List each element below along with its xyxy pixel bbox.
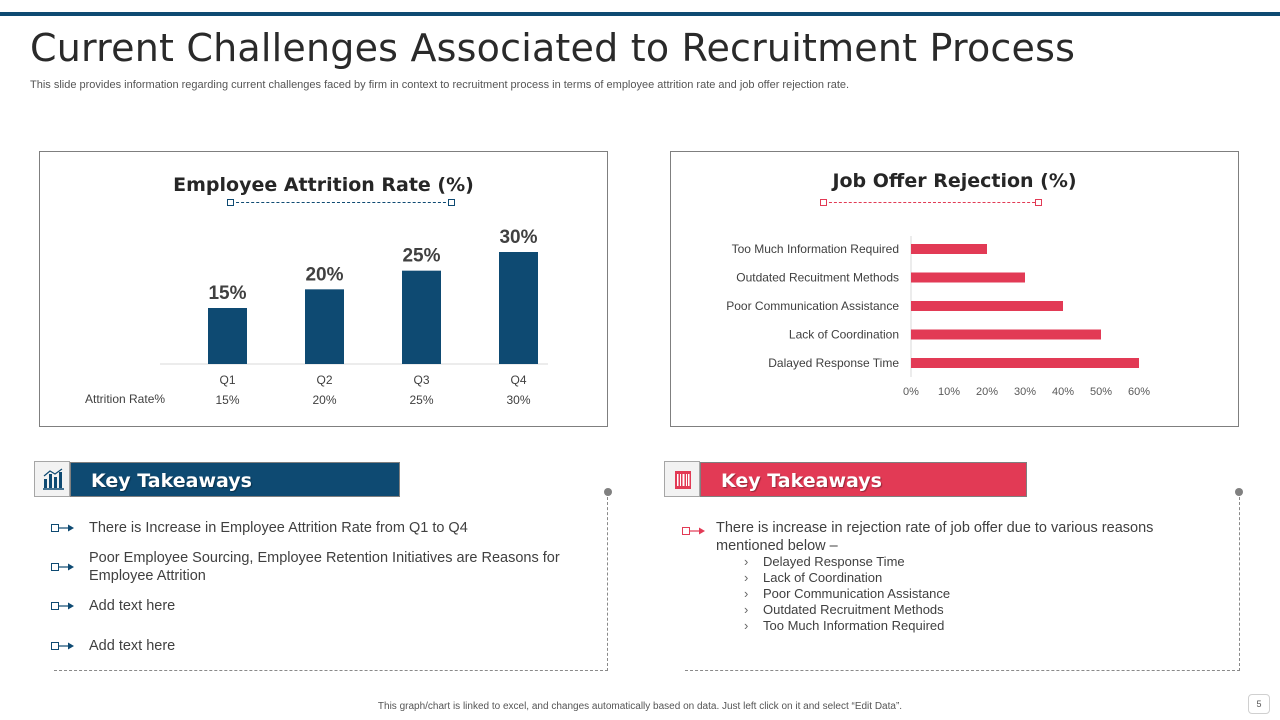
- x-tick-label: 10%: [938, 386, 960, 398]
- divider-handle-left: [227, 199, 234, 206]
- chevron-right-icon: ›: [744, 586, 749, 601]
- hbar-3: [911, 301, 1063, 311]
- takeaway-left-item-2: Poor Employee Sourcing, Employee Retenti…: [89, 550, 560, 584]
- x-tick-label: Q1: [219, 373, 235, 387]
- list-item: › Too Much Information Required: [744, 618, 945, 633]
- bar-data-label: 15%: [208, 283, 246, 304]
- bar-data-label: 25%: [402, 246, 440, 267]
- arrow-bullet-icon: [682, 527, 705, 535]
- barcode-icon: [664, 461, 700, 497]
- x-tick-label: Q2: [316, 373, 332, 387]
- x-tick-label: 40%: [1052, 386, 1074, 398]
- table-cell-value: 20%: [312, 393, 336, 407]
- hbar-4: [911, 329, 1101, 340]
- takeaway-left-item-3: Add text here: [89, 598, 176, 614]
- bar-q2: [305, 289, 344, 364]
- table-cell-value: 30%: [506, 393, 530, 407]
- divider-handle-right: [448, 199, 455, 206]
- list-item: › Lack of Coordination: [744, 570, 883, 585]
- key-takeaways-right-header: Key Takeaways: [664, 461, 1028, 497]
- key-takeaways-right-frame: [685, 492, 1240, 671]
- hbar-1: [911, 244, 987, 254]
- bar-q1: [208, 308, 247, 364]
- bar-chart-icon: [34, 461, 70, 497]
- list-item: › Poor Communication Assistance: [744, 586, 951, 601]
- slide-subtitle: This slide provides information regardin…: [30, 79, 850, 91]
- bar-data-label: 30%: [499, 227, 537, 248]
- divider-handle-right: [1035, 199, 1042, 206]
- y-category-label: Too Much Information Required: [732, 242, 899, 256]
- arrow-bullet-icon: [51, 524, 74, 532]
- rejection-reasons-list: › Delayed Response Time › Lack of Coordina…: [744, 554, 950, 634]
- attrition-title-divider: [231, 202, 451, 203]
- key-takeaways-left-banner: Key Takeaways: [70, 462, 400, 497]
- list-item: › Outdated Recruitment Methods: [744, 602, 944, 617]
- y-category-label: Dalayed Response Time: [768, 356, 899, 370]
- rejection-horizontal-bar-chart: Too Much Information Required Outdated Re…: [726, 236, 1150, 398]
- hbar-5: [911, 358, 1139, 368]
- rejection-title-divider: [824, 202, 1040, 203]
- x-tick-label: 60%: [1128, 386, 1150, 398]
- key-takeaways-left-header: Key Takeaways: [34, 461, 400, 497]
- slide-title: Current Challenges Associated to Recruit…: [30, 26, 1076, 70]
- takeaway-right-intro: There is increase in rejection rate of j…: [716, 520, 1154, 554]
- x-tick-label: Q4: [510, 373, 526, 387]
- list-item: › Delayed Response Time: [744, 554, 905, 569]
- attrition-chart-panel[interactable]: Employee Attrition Rate (%) 15% Q1 15% 20% Q…: [39, 151, 608, 427]
- chevron-right-icon: ›: [744, 554, 749, 569]
- table-cell-value: 15%: [215, 393, 239, 407]
- attrition-chart-title: Employee Attrition Rate (%): [173, 174, 474, 196]
- table-row-label: Attrition Rate%: [85, 392, 165, 406]
- top-accent-bar: [0, 12, 1280, 16]
- arrow-bullet-icon: [51, 602, 74, 610]
- bar-data-label: 20%: [305, 264, 343, 285]
- key-takeaways-right-banner: Key Takeaways: [700, 462, 1027, 497]
- arrow-bullet-icon: [51, 642, 74, 650]
- attrition-bar-chart: 15% Q1 15% 20% Q2 20% 25% Q3 25% 30% Q4 30% Attritio…: [85, 227, 548, 407]
- frame-corner-dot: [604, 488, 612, 496]
- table-cell-value: 25%: [409, 393, 433, 407]
- rejection-chart-title: Job Offer Rejection (%): [832, 170, 1077, 192]
- hbar-2: [911, 272, 1025, 283]
- x-tick-label: 20%: [976, 386, 998, 398]
- chevron-right-icon: ›: [744, 602, 749, 617]
- y-category-label: Lack of Coordination: [789, 328, 899, 342]
- takeaway-left-item-4: Add text here: [89, 638, 176, 654]
- chevron-right-icon: ›: [744, 570, 749, 585]
- y-category-label: Outdated Recuitment Methods: [736, 271, 899, 285]
- key-takeaways-left-frame: [54, 492, 608, 671]
- arrow-bullet-icon: [51, 563, 74, 571]
- y-category-label: Poor Communication Assistance: [726, 299, 899, 313]
- frame-corner-dot: [1235, 488, 1243, 496]
- key-takeaways-right-title: Key Takeaways: [721, 470, 882, 492]
- chevron-right-icon: ›: [744, 618, 749, 633]
- x-tick-label: Q3: [413, 373, 429, 387]
- bar-q3: [402, 270, 441, 364]
- divider-handle-left: [820, 199, 827, 206]
- rejection-chart-panel[interactable]: Job Offer Rejection (%) Too Much Informa…: [670, 151, 1239, 427]
- x-tick-label: 50%: [1090, 386, 1112, 398]
- takeaway-left-item-1: There is Increase in Employee Attrition …: [89, 520, 468, 536]
- slide-footer-note: This graph/chart is linked to excel, and…: [377, 701, 903, 712]
- x-tick-label: 30%: [1014, 386, 1036, 398]
- bar-q4: [499, 252, 538, 364]
- page-number: 5: [1248, 694, 1270, 714]
- key-takeaways-left-title: Key Takeaways: [91, 470, 252, 492]
- x-tick-label: 0%: [903, 386, 919, 398]
